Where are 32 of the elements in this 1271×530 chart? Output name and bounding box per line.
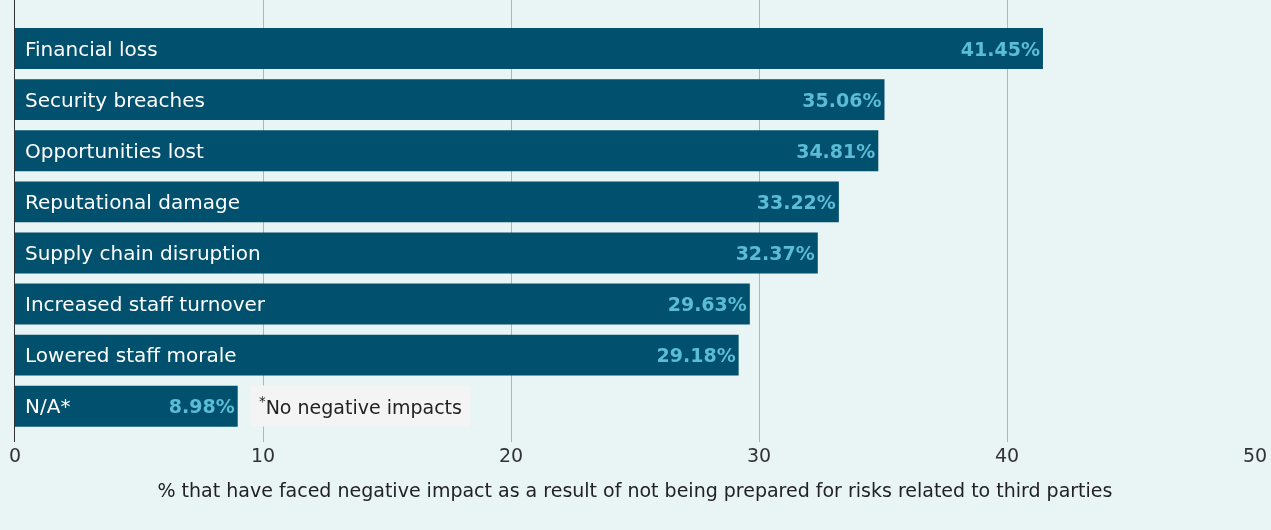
bar [15,79,885,121]
bar [15,232,818,274]
bar [15,385,238,427]
data-label: 29.63% [667,293,747,316]
x-tick-label: 40 [994,444,1020,466]
data-label: 41.45% [960,37,1040,60]
y-tick-label: Supply chain disruption [25,241,261,265]
x-tick-label: 0 [8,444,22,466]
bar [15,130,879,172]
bar [15,334,739,376]
data-label: 32.37% [735,241,815,264]
y-tick-label: Opportunities lost [25,139,205,163]
bar [15,28,1043,69]
data-label: 35.06% [802,88,882,111]
annotation: $^{*}$No negative impacts [259,394,462,418]
y-tick-label: Security breaches [25,88,205,112]
x-tick-label: 20 [498,444,524,466]
x-tick-label: 50 [1242,444,1268,466]
y-tick-label: Reputational damage [25,190,240,214]
bar [15,283,750,325]
data-label: 33.22% [756,190,836,213]
y-tick-label: Financial loss [25,37,158,61]
y-tick-label: Increased staff turnover [25,292,266,316]
x-tick-label: 10 [250,444,276,466]
bar [15,181,839,223]
y-tick-label: N/A* [25,394,71,418]
data-label: 29.18% [656,344,736,367]
x-tick-label: 30 [746,444,772,466]
x-axis-title: % that have faced negative impact as a result of not being prepared for risks related to third parties [157,478,1113,501]
data-label: 34.81% [796,139,876,162]
y-tick-label: Lowered staff morale [25,343,237,367]
data-label: 8.98% [168,395,235,418]
